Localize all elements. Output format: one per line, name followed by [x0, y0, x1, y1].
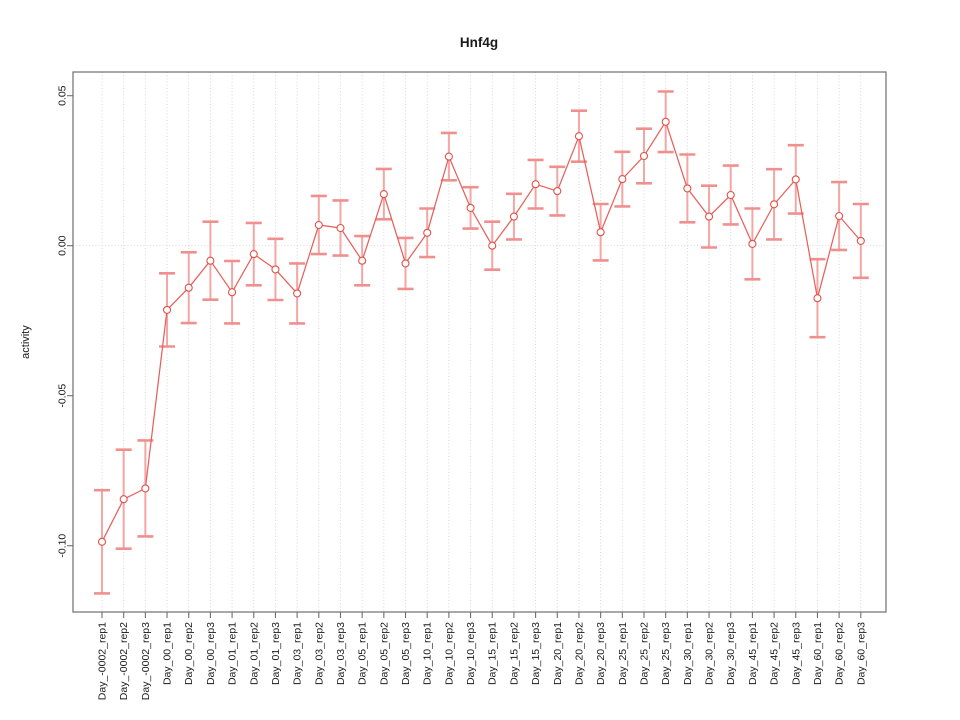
x-tick-label: Day_01_rep1: [227, 622, 239, 685]
data-point: [835, 211, 844, 221]
x-tick-label: Day_20_rep2: [573, 622, 585, 685]
data-point: [97, 537, 107, 546]
x-tick-label: Day_45_rep1: [747, 622, 759, 685]
data-point: [271, 265, 280, 274]
x-tick-label: Day_00_rep3: [205, 622, 217, 685]
data-point: [553, 187, 562, 196]
data-point: [379, 190, 388, 199]
data-point: [704, 212, 714, 221]
x-tick-label: Day_20_rep1: [552, 622, 564, 685]
x-tick-label: Day_25_rep1: [617, 622, 629, 685]
data-point: [206, 256, 215, 265]
data-point: [293, 289, 302, 298]
data-point: [748, 239, 757, 248]
x-tick-label: Day_03_rep2: [313, 622, 325, 685]
x-tick-label: Day_30_rep1: [682, 622, 694, 685]
x-tick-label: Day_-0002_rep2: [118, 622, 130, 700]
x-tick-label: Day_05_rep2: [378, 622, 390, 685]
x-tick-label: Day_25_rep2: [639, 622, 651, 685]
x-tick-label: Day_10_rep1: [422, 622, 434, 685]
series-line: [101, 120, 862, 543]
data-point: [661, 117, 670, 126]
data-point: [596, 228, 605, 237]
data-point: [856, 236, 865, 245]
plot-border: [72, 71, 887, 613]
data-point: [813, 294, 822, 303]
x-tick-label: Day_00_rep1: [162, 622, 174, 685]
data-point: [531, 180, 540, 189]
x-tick-label: Day_01_rep2: [248, 622, 260, 685]
x-tick-label: Day_25_rep3: [660, 622, 672, 685]
data-point: [228, 288, 237, 297]
data-point: [509, 212, 518, 221]
x-tick-label: Day_-0002_rep3: [140, 622, 152, 700]
y-tick-label: -0.10: [57, 534, 69, 558]
x-tick-label: Day_05_rep1: [357, 622, 369, 685]
x-tick-label: Day_20_rep3: [595, 622, 607, 685]
x-tick-label: Day_-0002_rep1: [97, 622, 109, 700]
x-tick-label: Day_45_rep3: [790, 622, 802, 685]
data-point: [791, 175, 800, 184]
x-tick-label: Day_00_rep2: [183, 622, 195, 685]
y-axis-label: activity: [20, 325, 32, 359]
data-point: [770, 200, 779, 209]
x-tick-label: Day_15_rep2: [508, 622, 520, 685]
y-tick-label: 0.00: [57, 235, 69, 256]
data-point: [119, 495, 128, 504]
data-point: [141, 484, 150, 493]
data-point: [314, 220, 323, 230]
data-point: [488, 241, 497, 250]
plot-area: Day_-0002_rep1 Day_-0002_rep2 Day_-0002_re…: [57, 71, 887, 700]
x-tick-label: Day_10_rep3: [465, 622, 477, 685]
data-point: [574, 132, 584, 141]
x-tick-label: Day_45_rep2: [769, 622, 781, 685]
y-tick-label: -0.05: [57, 384, 69, 408]
x-tick-label: Day_03_rep3: [335, 622, 347, 685]
x-tick-label: Day_60_rep2: [834, 622, 846, 685]
data-point: [639, 151, 649, 161]
data-point: [726, 190, 735, 200]
chart-title: Hnf4g: [460, 35, 498, 50]
data-point: [423, 228, 432, 237]
data-point: [162, 305, 172, 314]
x-tick-label: Day_15_rep3: [530, 622, 542, 685]
x-tick-label: Day_15_rep1: [487, 622, 499, 685]
x-tick-label: Day_30_rep2: [704, 622, 716, 685]
x-tick-label: Day_30_rep3: [725, 622, 737, 685]
x-tick-label: Day_10_rep2: [443, 622, 455, 685]
data-point: [184, 283, 193, 292]
x-tick-label: Day_03_rep1: [292, 622, 304, 685]
x-tick-label: Day_60_rep1: [812, 622, 824, 685]
data-point: [683, 184, 692, 193]
data-point: [466, 203, 475, 212]
y-tick-label: 0.05: [57, 85, 69, 106]
data-point: [336, 223, 345, 233]
data-point: [618, 175, 627, 184]
data-point: [358, 256, 367, 265]
data-point: [444, 152, 453, 161]
data-point: [249, 250, 258, 259]
x-tick-label: Day_60_rep3: [855, 622, 867, 685]
x-tick-label: Day_05_rep3: [400, 622, 412, 685]
x-tick-label: Day_01_rep3: [270, 622, 282, 685]
data-point: [401, 259, 410, 268]
